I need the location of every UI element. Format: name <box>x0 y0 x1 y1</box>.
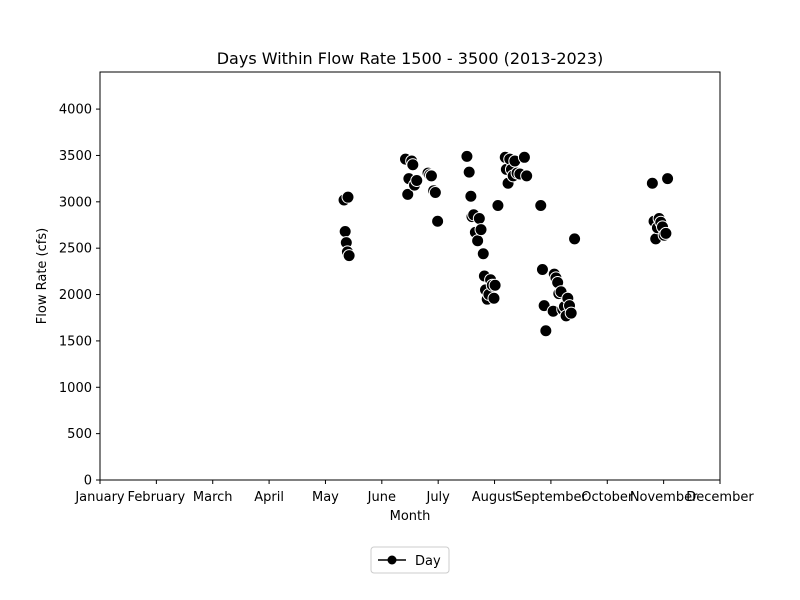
data-point <box>342 249 356 263</box>
plot-frame <box>99 71 721 481</box>
points-layer <box>337 149 675 338</box>
y-tick-label: 3000 <box>59 195 92 210</box>
x-tick-label: September <box>515 490 588 505</box>
data-point <box>338 224 352 238</box>
data-point <box>535 263 549 277</box>
data-point <box>341 190 355 204</box>
data-point <box>462 165 476 179</box>
y-tick-label: 0 <box>84 474 92 489</box>
data-point <box>564 306 578 320</box>
x-tick-label: August <box>472 490 518 505</box>
data-point <box>471 234 485 248</box>
y-tick-label: 2500 <box>59 242 92 257</box>
data-point <box>659 226 673 240</box>
data-point <box>539 324 553 338</box>
data-point <box>401 187 415 201</box>
x-tick-label: April <box>254 490 284 505</box>
x-tick-label: October <box>581 490 634 505</box>
x-axis: January February March April May June July Augu… <box>74 480 754 505</box>
data-point <box>410 173 424 187</box>
data-point <box>520 169 534 183</box>
x-tick-label: June <box>367 490 396 505</box>
y-tick-label: 1500 <box>59 334 92 349</box>
data-point <box>460 149 474 163</box>
x-tick-label: May <box>312 490 339 505</box>
y-tick-label: 2000 <box>59 288 92 303</box>
chart-title: Days Within Flow Rate 1500 - 3500 (2013-… <box>217 49 604 68</box>
legend: Day <box>370 546 450 574</box>
data-point <box>491 199 505 213</box>
data-point <box>476 247 490 261</box>
data-point <box>406 158 420 172</box>
y-tick-label: 4000 <box>59 103 92 118</box>
x-tick-label: July <box>425 490 450 505</box>
data-point <box>472 212 486 226</box>
y-tick-label: 3500 <box>59 149 92 164</box>
data-point <box>487 291 501 305</box>
data-point <box>534 199 548 213</box>
x-axis-label: Month <box>390 509 431 524</box>
data-point <box>428 186 442 200</box>
x-tick-label: March <box>193 490 233 505</box>
y-axis: 0 500 1000 1500 2000 2500 3000 3500 4000 <box>59 103 100 489</box>
y-tick-label: 1000 <box>59 381 92 396</box>
x-tick-label: November <box>630 490 698 505</box>
data-point <box>488 278 502 292</box>
data-point <box>517 150 531 164</box>
data-point <box>464 189 478 203</box>
x-tick-label: February <box>128 490 186 505</box>
y-tick-label: 500 <box>67 427 92 442</box>
data-point <box>661 172 675 186</box>
legend-box <box>370 546 450 574</box>
x-tick-label: January <box>74 490 125 505</box>
x-tick-label: December <box>686 490 754 505</box>
data-point <box>474 223 488 237</box>
data-point <box>568 232 582 246</box>
data-point <box>424 169 438 183</box>
data-point <box>431 214 445 228</box>
y-axis-label: Flow Rate (cfs) <box>35 228 50 324</box>
data-point <box>645 176 659 190</box>
legend-marker <box>387 555 397 565</box>
legend-label: Day <box>415 554 441 569</box>
